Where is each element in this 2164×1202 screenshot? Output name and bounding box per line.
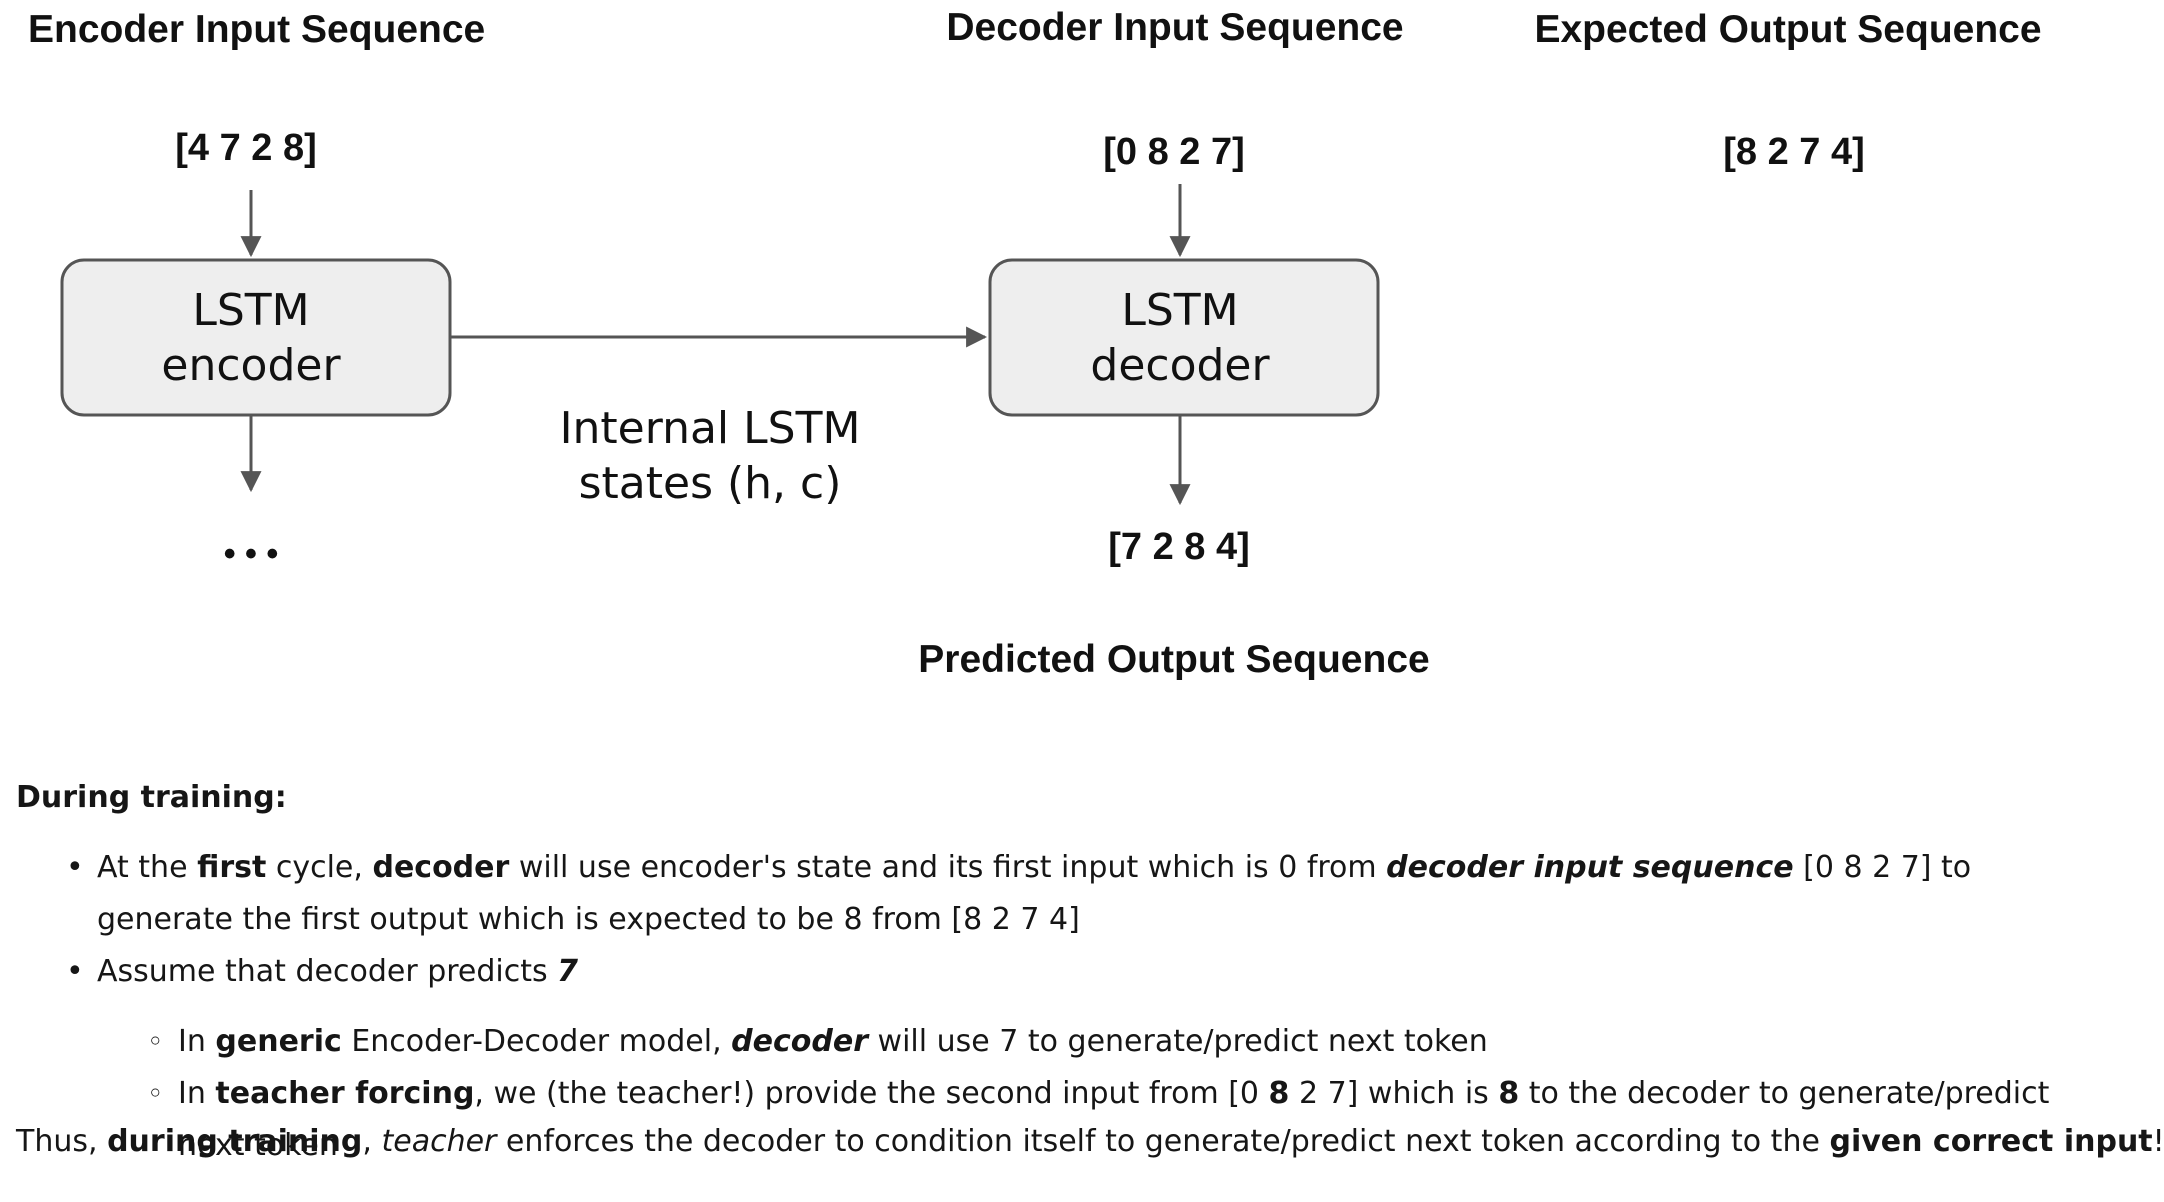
predicted-output-sequence: [7 2 8 4] bbox=[1108, 526, 1250, 568]
emphasis-during-training: during training bbox=[107, 1124, 363, 1159]
text-run: [0 8 2 7] to generate the first output w… bbox=[97, 850, 1972, 937]
during-training-heading: During training: bbox=[16, 780, 287, 815]
text-run: Thus, bbox=[16, 1124, 108, 1159]
text-run: enforces the decoder to condition itself… bbox=[496, 1124, 1830, 1159]
decoder-input-heading: Decoder Input Sequence bbox=[946, 6, 1403, 49]
text-run: , we (the teacher!) provide the second i… bbox=[474, 1076, 1269, 1111]
encoder-output-ellipsis: • • • bbox=[224, 535, 279, 573]
list-item: Assume that decoder predicts 7 In generi… bbox=[16, 946, 2116, 1172]
text-run: will use encoder's state and its first i… bbox=[509, 850, 1387, 885]
emphasis-first: first bbox=[197, 850, 267, 885]
text-run: will use 7 to generate/predict next toke… bbox=[868, 1024, 1488, 1059]
text-run: In bbox=[178, 1024, 216, 1059]
emphasis-eight: 8 bbox=[1268, 1076, 1290, 1111]
sub-list: In generic Encoder-Decoder model, decode… bbox=[97, 1016, 2116, 1172]
expected-output-sequence: [8 2 7 4] bbox=[1723, 131, 1865, 173]
text-run: Encoder-Decoder model, bbox=[341, 1024, 732, 1059]
decoder-input-sequence: [0 8 2 7] bbox=[1103, 131, 1245, 173]
states-label-line2: states (h, c) bbox=[579, 458, 842, 509]
encoder-box-line1: LSTM bbox=[192, 285, 309, 336]
text-run: cycle, bbox=[266, 850, 373, 885]
emphasis-teacher: teacher bbox=[381, 1124, 497, 1159]
expected-output-heading: Expected Output Sequence bbox=[1534, 8, 2041, 51]
text-run: At the bbox=[97, 850, 198, 885]
decoder-box-line1: LSTM bbox=[1121, 285, 1238, 336]
emphasis-teacher-forcing: teacher forcing bbox=[215, 1076, 475, 1111]
decoder-box-line2: decoder bbox=[1090, 340, 1270, 391]
emphasis-eight: 8 bbox=[1498, 1076, 1520, 1111]
encoder-input-sequence: [4 7 2 8] bbox=[175, 127, 317, 169]
lstm-decoder-box bbox=[988, 258, 1380, 417]
sub-list-item: In teacher forcing, we (the teacher!) pr… bbox=[97, 1068, 2116, 1172]
emphasis-decoder: decoder bbox=[731, 1024, 868, 1059]
lstm-encoder-box bbox=[60, 258, 452, 417]
text-run: ! bbox=[2152, 1124, 2164, 1159]
predicted-output-heading: Predicted Output Sequence bbox=[918, 638, 1429, 681]
encoder-input-heading: Encoder Input Sequence bbox=[28, 8, 485, 51]
emphasis-decoder: decoder bbox=[372, 850, 510, 885]
sub-list-item: In generic Encoder-Decoder model, decode… bbox=[97, 1016, 2116, 1068]
emphasis-given-correct-input: given correct input bbox=[1829, 1124, 2153, 1159]
emphasis-generic: generic bbox=[215, 1024, 342, 1059]
seq2seq-diagram: Encoder Input Sequence Decoder Input Seq… bbox=[28, 6, 2042, 681]
emphasis-decoder-input-sequence: decoder input sequence bbox=[1386, 850, 1794, 885]
text-run: 2 7] which is bbox=[1289, 1076, 1499, 1111]
list-item: At the first cycle, decoder will use enc… bbox=[16, 842, 2116, 946]
text-run: , bbox=[362, 1124, 382, 1159]
states-label-line1: Internal LSTM bbox=[560, 403, 861, 454]
encoder-box-line2: encoder bbox=[161, 340, 341, 391]
conclusion-paragraph: Thus, during training, teacher enforces … bbox=[16, 1124, 2164, 1159]
text-run: Assume that decoder predicts bbox=[97, 954, 558, 989]
text-run: to the decoder to generate/predict next … bbox=[178, 1076, 2050, 1163]
text-run: In bbox=[178, 1076, 216, 1111]
training-steps-list: At the first cycle, decoder will use enc… bbox=[16, 842, 2116, 1172]
emphasis-seven: 7 bbox=[557, 954, 579, 989]
